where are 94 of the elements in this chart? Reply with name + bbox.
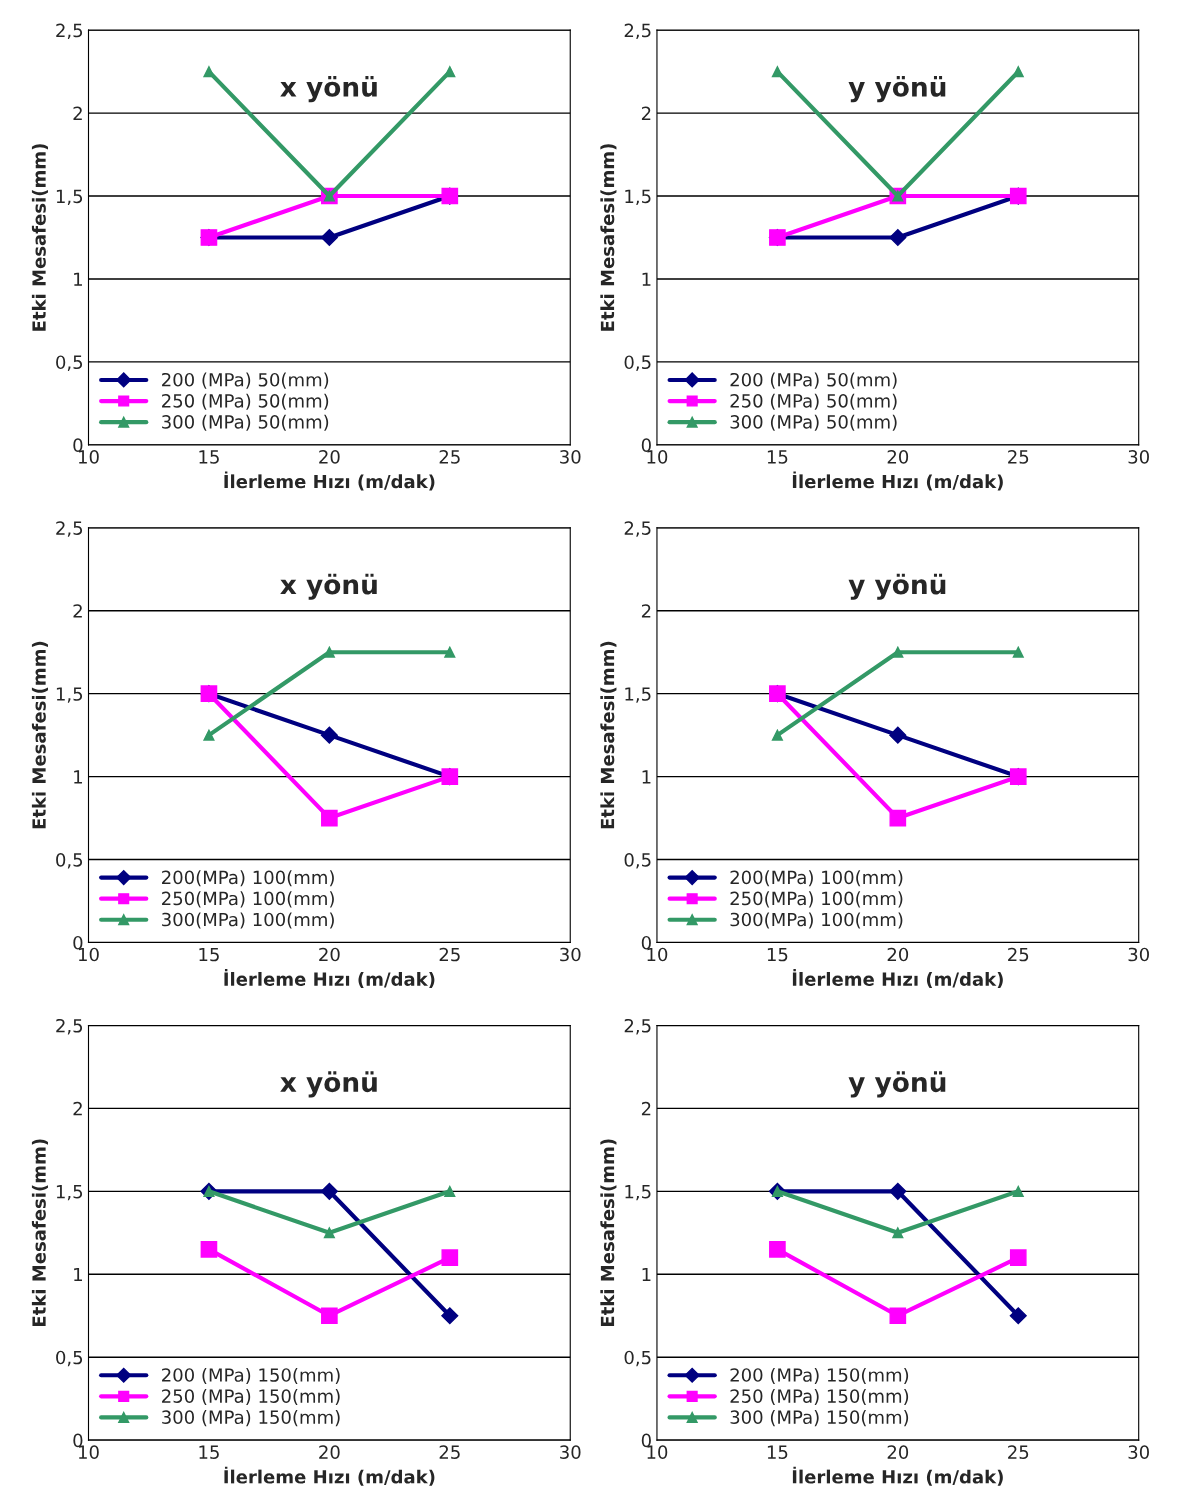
x-tick-label: 30 — [560, 1445, 581, 1459]
x-tick-label: 25 — [439, 947, 460, 962]
y-tick-label: 2 — [73, 1101, 82, 1116]
legend-label: 200 (MPa) 50(mm) — [730, 372, 897, 389]
x-tick-label: 15 — [767, 947, 788, 962]
legend-label: 300 (MPa) 50(mm) — [730, 414, 897, 431]
legend-label: 250(MPa) 100(mm) — [730, 891, 903, 908]
legend-label: 250 (MPa) 50(mm) — [162, 393, 329, 410]
x-tick-label: 30 — [560, 947, 581, 962]
legend-label: 200 (MPa) 150(mm) — [162, 1367, 340, 1384]
legend-label: 200(MPa) 100(mm) — [730, 870, 903, 887]
x-axis-title: İlerleme Hızı (m/dak) — [792, 1466, 1003, 1486]
legend-label: 200 (MPa) 50(mm) — [162, 372, 329, 389]
y-tick-label: 1 — [74, 770, 82, 784]
x-tick-label: 15 — [767, 450, 788, 464]
text: y yönü — [848, 1071, 946, 1098]
y-tick-label: 1 — [642, 272, 651, 286]
x-tick-label: 15 — [767, 1445, 788, 1459]
y-tick-label: 0,5 — [624, 853, 651, 869]
x-tick-label: 30 — [1128, 947, 1149, 962]
y-tick-label: 1,5 — [625, 687, 651, 703]
y-tick-label: 1,5 — [625, 189, 651, 205]
y-tick-label: 1,5 — [625, 1185, 651, 1201]
x-tick-label: 25 — [439, 450, 460, 464]
y-tick-label: 0,5 — [56, 1350, 83, 1367]
x-tick-label: 20 — [887, 450, 909, 464]
x-axis-title: İlerleme Hızı (m/dak) — [792, 471, 1003, 491]
legend-label: 250(MPa) 100(mm) — [162, 891, 334, 908]
legend-label: 250 (MPa) 150(mm) — [730, 1388, 909, 1406]
x-tick-label: 25 — [439, 1445, 460, 1459]
legend-label: 300 (MPa) 50(mm) — [162, 414, 329, 431]
y-tick-label: 1 — [74, 1267, 82, 1282]
x-tick-label: 20 — [887, 947, 909, 962]
legend-label: 250 (MPa) 150(mm) — [162, 1388, 340, 1406]
y-axis-title: Etki Mesafesi(mm) — [600, 1139, 617, 1327]
y-tick-label: 2 — [73, 106, 82, 120]
y-tick-label: 2,5 — [56, 1018, 83, 1035]
y-tick-label: 2,5 — [624, 1018, 651, 1035]
legend-label: 200(MPa) 100(mm) — [162, 870, 334, 887]
y-tick-label: 2,5 — [624, 23, 651, 40]
x-tick-label: 30 — [1128, 450, 1149, 464]
y-tick-label: 0 — [73, 438, 83, 452]
y-tick-label: 2 — [641, 1101, 651, 1116]
y-axis-title: Etki Mesafesi(mm) — [31, 1139, 48, 1327]
x-tick-label: 25 — [1008, 947, 1029, 962]
text: y yönü — [848, 573, 946, 600]
x-axis-title: İlerleme Hızı (m/dak) — [224, 969, 435, 989]
y-axis-title: Etki Mesafesi(mm) — [31, 144, 48, 331]
y-axis-title: Etki Mesafesi(mm) — [600, 641, 617, 829]
x-tick-label: 20 — [887, 1445, 909, 1459]
y-tick-label: 0,5 — [56, 355, 83, 371]
x-tick-label: 10 — [647, 450, 668, 464]
y-tick-label: 1,5 — [56, 1185, 83, 1201]
text: x yönü — [280, 76, 377, 103]
x-axis-title: İlerleme Hızı (m/dak) — [224, 1466, 435, 1486]
y-tick-label: 0,5 — [624, 1350, 651, 1367]
legend-label: 300(MPa) 100(mm) — [730, 912, 903, 929]
y-tick-label: 1 — [74, 272, 82, 286]
y-tick-label: 1 — [642, 1267, 651, 1282]
y-tick-label: 2 — [73, 604, 82, 618]
legend-label: 300(MPa) 100(mm) — [162, 912, 334, 929]
x-axis-title: İlerleme Hızı (m/dak) — [792, 969, 1003, 989]
y-tick-label: 0,5 — [56, 853, 83, 869]
y-tick-label: 0,5 — [624, 355, 651, 371]
y-tick-label: 1,5 — [56, 687, 83, 703]
legend-label: 200 (MPa) 150(mm) — [730, 1367, 909, 1384]
x-tick-label: 20 — [319, 450, 340, 464]
y-tick-label: 0 — [641, 438, 651, 452]
x-axis-title: İlerleme Hızı (m/dak) — [224, 471, 435, 491]
x-tick-label: 10 — [79, 450, 99, 464]
y-tick-label: 2,5 — [56, 23, 83, 40]
y-tick-label: 2 — [641, 604, 651, 618]
y-axis-title: Etki Mesafesi(mm) — [600, 144, 617, 331]
x-tick-label: 30 — [560, 450, 581, 464]
x-tick-label: 20 — [319, 1445, 340, 1459]
x-tick-label: 15 — [199, 450, 219, 464]
x-tick-label: 25 — [1008, 1445, 1029, 1459]
x-tick-label: 30 — [1128, 1445, 1149, 1459]
y-tick-label: 2,5 — [56, 521, 83, 537]
y-tick-label: 2,5 — [624, 521, 651, 537]
x-tick-label: 20 — [319, 947, 340, 962]
text: y yönü — [848, 76, 946, 103]
text: x yönü — [280, 573, 377, 600]
legend-label: 300 (MPa) 150(mm) — [162, 1410, 340, 1427]
y-tick-label: 1 — [642, 770, 651, 784]
x-tick-label: 25 — [1008, 450, 1029, 464]
legend-label: 250 (MPa) 50(mm) — [730, 393, 897, 410]
y-tick-label: 1,5 — [56, 189, 83, 205]
y-axis-title: Etki Mesafesi(mm) — [31, 641, 48, 829]
x-tick-label: 15 — [199, 947, 219, 962]
legend-label: 300 (MPa) 150(mm) — [730, 1410, 909, 1427]
y-tick-label: 2 — [641, 106, 651, 120]
text: x yönü — [280, 1071, 377, 1098]
x-tick-label: 15 — [199, 1445, 219, 1459]
